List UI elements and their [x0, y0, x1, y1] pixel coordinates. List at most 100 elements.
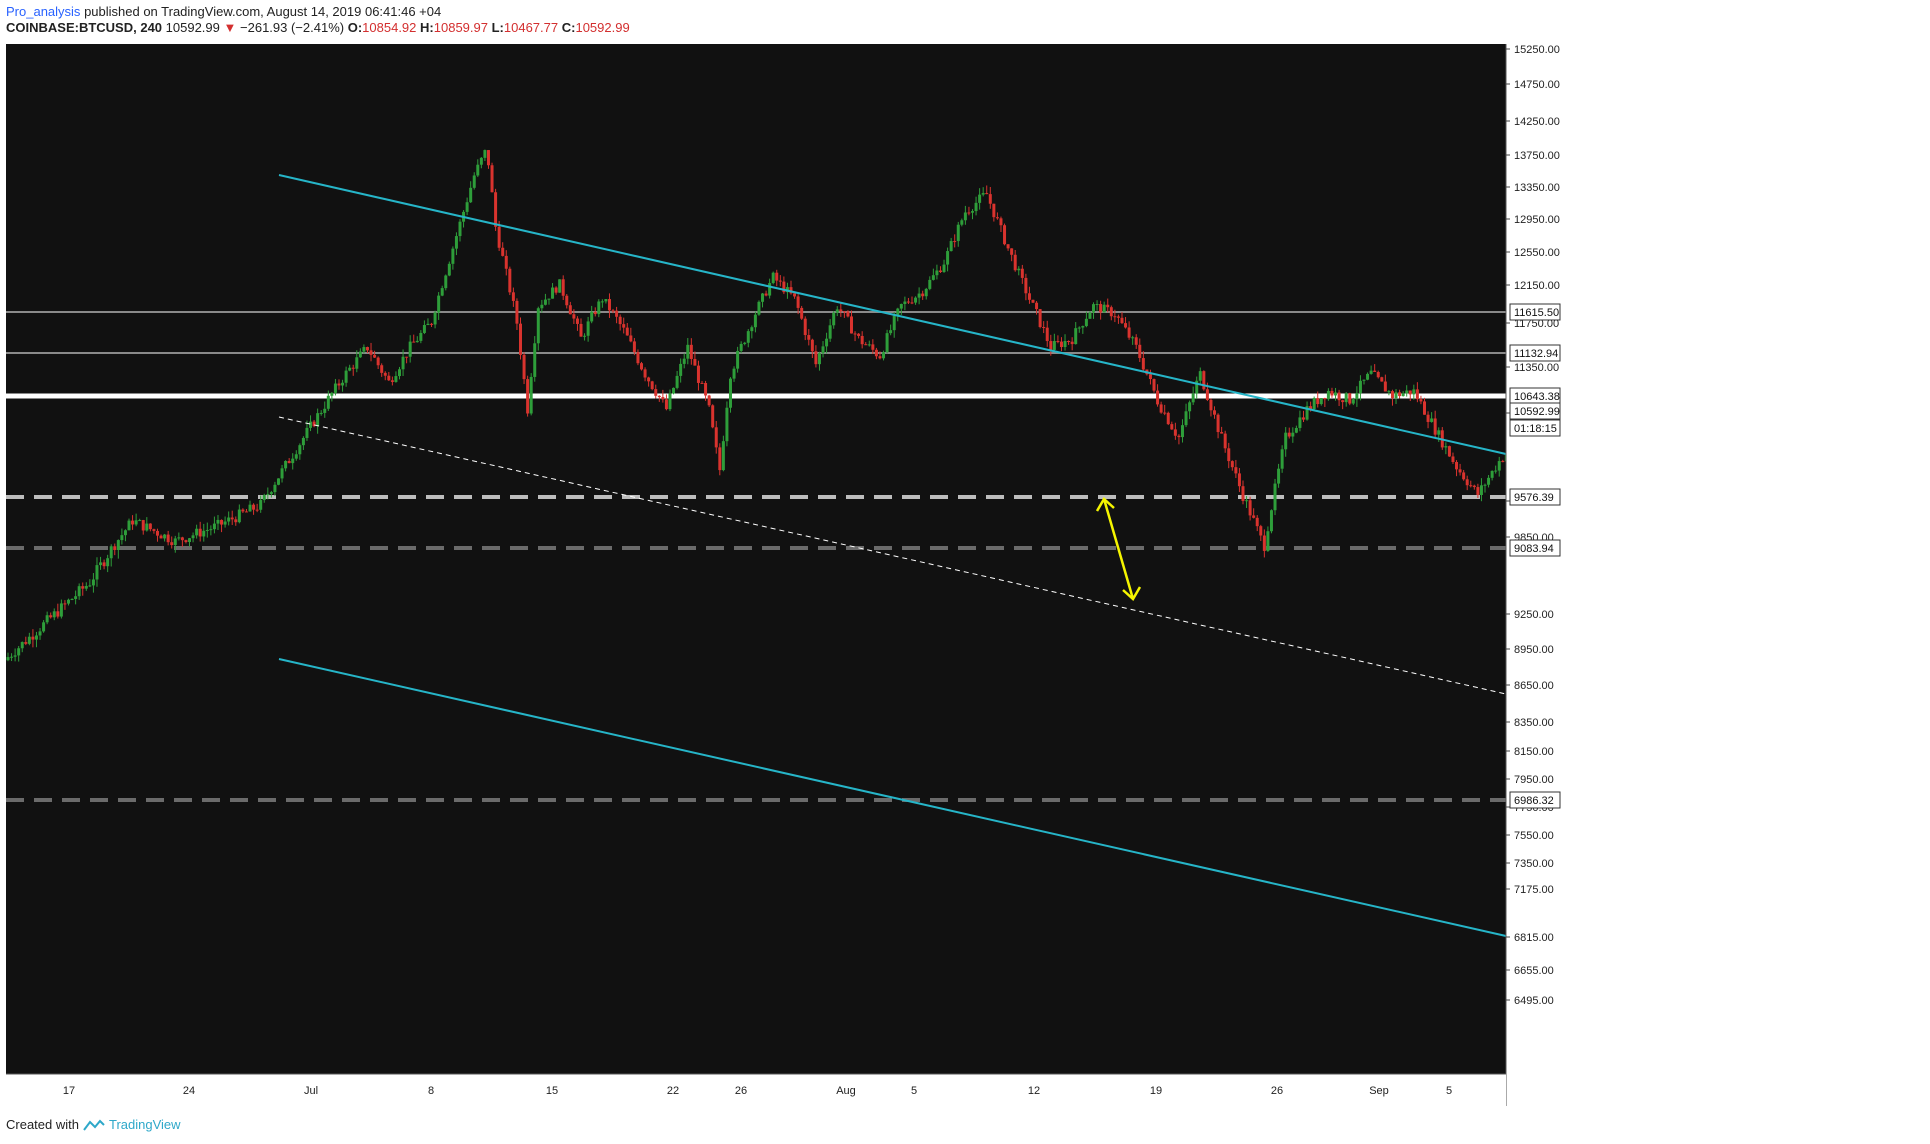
price-label-box [1509, 539, 1561, 557]
candle-body [1301, 417, 1305, 420]
price-tick-label: 11350.00 [1514, 362, 1559, 374]
candle-body [387, 375, 391, 381]
candle-body [155, 530, 159, 536]
candle-body [575, 318, 579, 324]
candle-body [732, 368, 736, 379]
high-label: H: [420, 20, 434, 35]
price-label-box [1509, 419, 1561, 437]
dashed-trend-line [278, 416, 1507, 695]
candle-body [390, 380, 394, 382]
candle-body [255, 509, 259, 511]
candle-body [882, 352, 886, 359]
author-link[interactable]: Pro_analysis [6, 4, 81, 19]
price-level-label: 01:18:15 [1514, 423, 1557, 435]
candle-body [42, 622, 46, 632]
channel-lower-line [278, 658, 1507, 937]
price-label-box [1509, 488, 1561, 506]
candle-body [963, 212, 967, 221]
time-tick-label: 12 [1028, 1085, 1040, 1097]
candle-body [333, 383, 337, 393]
candle-body [1408, 390, 1412, 395]
price-chart[interactable]: 15250.00 14750.00 14250.00 13750.00 13350.00… [6, 44, 1924, 1106]
candle-body [298, 445, 302, 455]
candle-body [917, 293, 921, 298]
candle-body [807, 335, 811, 340]
candle-body [1387, 391, 1391, 393]
candle-body [519, 323, 523, 355]
candle-body [1348, 393, 1352, 404]
candle-body [405, 356, 409, 358]
candle-body [362, 347, 366, 352]
candle-body [1469, 485, 1473, 487]
candle-body [227, 517, 231, 522]
trend-lines [278, 174, 1507, 937]
price-tick-label: 7350.00 [1514, 858, 1554, 870]
price-tick-label: 8950.00 [1514, 644, 1554, 656]
candle-body [579, 323, 583, 337]
candle-body [1191, 393, 1195, 403]
candle-body [1426, 414, 1430, 422]
candle-body [543, 299, 547, 305]
candle-body [803, 318, 807, 336]
candle-body [1109, 307, 1113, 317]
candle-body [1412, 389, 1416, 395]
candle-body [764, 293, 768, 296]
price-label-box [1509, 344, 1561, 362]
candle-body [1092, 304, 1096, 313]
candle-body [177, 537, 181, 539]
footer: Created with TradingView [6, 1117, 181, 1132]
candle-body [1188, 402, 1192, 412]
candle-body [985, 193, 989, 195]
candle-body [675, 375, 679, 388]
candle-body [458, 221, 462, 237]
candle-body [1241, 486, 1245, 501]
candle-body [1465, 479, 1469, 486]
candle-body [1031, 299, 1035, 303]
candle-body [17, 648, 21, 656]
candle-body [319, 412, 323, 414]
candle-body [761, 293, 765, 302]
candle-body [625, 327, 629, 336]
candle-body [451, 248, 455, 264]
candle-body [529, 376, 533, 414]
candle-body [746, 331, 750, 343]
candle-body [1099, 304, 1103, 313]
candle-body [885, 333, 889, 353]
candle-body [1398, 392, 1402, 397]
candle-body [127, 520, 131, 531]
candle-body [1127, 327, 1131, 338]
candle-body [1113, 316, 1117, 318]
candle-body [1259, 526, 1263, 536]
candle-body [294, 454, 298, 459]
price-tick-label: 15250.00 [1514, 44, 1560, 56]
candle-body [1355, 393, 1359, 400]
candle-body [1035, 302, 1039, 310]
candle-body [1010, 248, 1014, 255]
candle-body [1120, 317, 1124, 324]
candle-body [63, 603, 67, 605]
candle-body [170, 542, 174, 546]
candle-body [647, 377, 651, 382]
candle-body [657, 395, 661, 398]
candle-body [931, 275, 935, 280]
candle-body [1205, 389, 1209, 400]
open-label: O: [347, 20, 363, 35]
candle-body [1269, 510, 1273, 532]
price-tick-label: 6815.00 [1514, 932, 1554, 944]
price-tick-label: 12550.00 [1514, 247, 1560, 259]
candle-body [768, 283, 772, 296]
chart-area[interactable]: 15250.00 14750.00 14250.00 13750.00 13350.00… [6, 44, 1924, 1106]
candle-body [1380, 377, 1384, 382]
candle-body [380, 365, 384, 373]
candle-body [1131, 337, 1135, 339]
arrow-head-up [1095, 497, 1115, 512]
candle-body [1284, 432, 1288, 450]
candle-body [13, 655, 17, 657]
candle-body [1156, 390, 1160, 405]
candle-body [437, 295, 441, 313]
candle-body [686, 344, 690, 359]
candle-body [1159, 404, 1163, 413]
tradingview-link[interactable]: TradingView [108, 1117, 181, 1132]
candle-body [515, 300, 519, 324]
candle-body [533, 343, 537, 377]
